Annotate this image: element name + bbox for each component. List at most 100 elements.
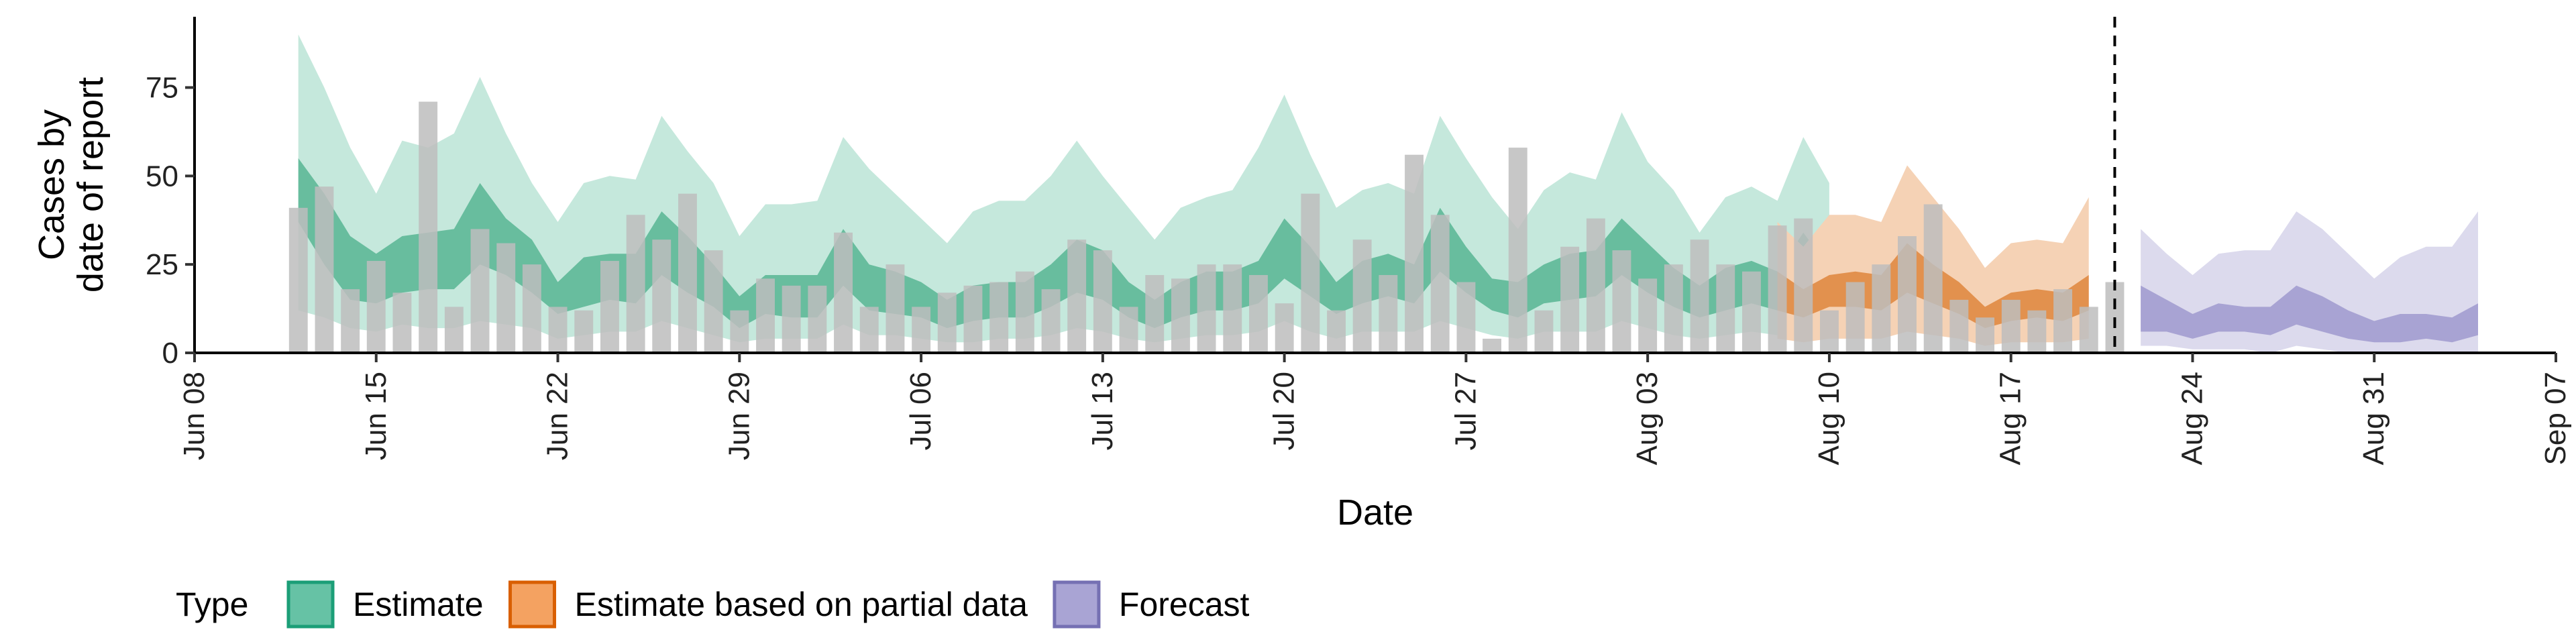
bar	[1923, 204, 1943, 353]
bar	[1301, 193, 1320, 353]
legend-swatch-2	[1053, 580, 1101, 629]
y-tick-label: 50	[146, 160, 178, 193]
bar	[1768, 225, 1787, 353]
bar	[1716, 264, 1735, 353]
bar	[1197, 264, 1216, 353]
bar	[1794, 218, 1813, 353]
x-tick-label: Jun 22	[541, 372, 574, 460]
y-axis-title: Cases bydate of report	[32, 77, 111, 292]
legend-item-label-1: Estimate based on partial data	[575, 586, 1028, 623]
bar	[834, 232, 853, 353]
legend: Type Estimate Estimate based on partial da…	[176, 580, 1250, 629]
bar	[678, 193, 697, 353]
band-inner-2	[2141, 285, 2478, 343]
x-tick-label: Aug 24	[2176, 372, 2208, 465]
bar	[1327, 310, 1346, 353]
x-tick-label: Jun 08	[178, 372, 211, 460]
bar	[419, 101, 438, 353]
bar	[1638, 278, 1658, 353]
x-axis-title: Date	[1337, 492, 1413, 533]
x-tick-label: Aug 03	[1631, 372, 1664, 465]
legend-item-label-0: Estimate	[353, 586, 484, 623]
y-axis-title-line: date of report	[70, 77, 111, 292]
bar	[1119, 307, 1138, 353]
bar	[1456, 282, 1476, 353]
bar	[1976, 317, 1994, 353]
bar	[1015, 271, 1034, 353]
bar	[808, 285, 827, 353]
bar	[470, 229, 490, 353]
bar	[1690, 239, 1709, 353]
bar-series	[288, 101, 2125, 353]
x-tick-label: Jun 15	[360, 372, 392, 460]
bar	[912, 307, 931, 353]
x-tick-label: Sep 07	[2539, 372, 2572, 465]
bar	[1223, 264, 1242, 353]
x-tick-label: Aug 31	[2357, 372, 2390, 465]
legend-swatch-1	[508, 580, 557, 629]
bar	[1483, 338, 1501, 353]
bar	[1898, 236, 1917, 353]
bar	[1664, 264, 1683, 353]
bar	[444, 307, 464, 353]
y-tick-label: 75	[146, 71, 178, 104]
x-tick-label: Aug 17	[1994, 372, 2027, 465]
bar	[1612, 250, 1631, 353]
bar	[366, 260, 386, 353]
legend-swatch-0	[286, 580, 335, 629]
bar	[1872, 264, 1891, 353]
bar	[1820, 310, 1839, 353]
bar	[1845, 282, 1865, 353]
bar	[1430, 215, 1450, 353]
bar	[1093, 250, 1112, 353]
bar	[1560, 246, 1580, 353]
y-tick-label: 25	[146, 248, 178, 281]
bar	[2079, 307, 2098, 353]
bar	[704, 250, 723, 353]
y-axis-title-line: Cases by	[32, 109, 72, 260]
bar	[1041, 289, 1061, 353]
bar	[1586, 218, 1605, 353]
bar	[1067, 239, 1087, 353]
bar	[782, 285, 801, 353]
bar	[548, 307, 568, 353]
bar	[859, 307, 879, 353]
bar	[341, 289, 360, 353]
bar	[1249, 275, 1268, 353]
bar	[288, 207, 308, 353]
bar	[1405, 154, 1424, 353]
bar	[756, 278, 775, 353]
bar	[626, 215, 645, 353]
bar	[392, 292, 412, 353]
bar	[2053, 289, 2072, 353]
bar	[496, 243, 516, 353]
bar	[1534, 310, 1554, 353]
y-tick-label: 0	[162, 337, 178, 370]
x-tick-label: Aug 10	[1813, 372, 1845, 465]
x-tick-label: Jul 20	[1268, 372, 1301, 450]
bar	[1145, 275, 1165, 353]
legend-item-label-2: Forecast	[1119, 586, 1250, 623]
bar	[2027, 310, 2047, 353]
bar	[730, 310, 749, 353]
x-tick-label: Jun 29	[722, 372, 755, 460]
bar	[963, 285, 983, 353]
x-tick-label: Jul 13	[1086, 372, 1119, 450]
x-tick-label: Jul 06	[904, 372, 937, 450]
bar	[885, 264, 905, 353]
y-ticks: 0 25 50 75	[146, 71, 195, 370]
bar	[1171, 278, 1190, 353]
x-tick-label: Jul 27	[1449, 372, 1482, 450]
bar	[315, 186, 334, 353]
legend-title: Type	[176, 586, 248, 623]
bar	[989, 282, 1009, 353]
bar	[600, 260, 619, 353]
bar	[937, 292, 957, 353]
bar	[522, 264, 541, 353]
bar	[1742, 271, 1761, 353]
x-ticks: Jun 08 Jun 15 Jun 22 Jun 29 Jul 06 Jul 13 Jul …	[178, 353, 2572, 465]
bar	[652, 239, 672, 353]
bar	[574, 310, 594, 353]
bar	[1379, 275, 1398, 353]
